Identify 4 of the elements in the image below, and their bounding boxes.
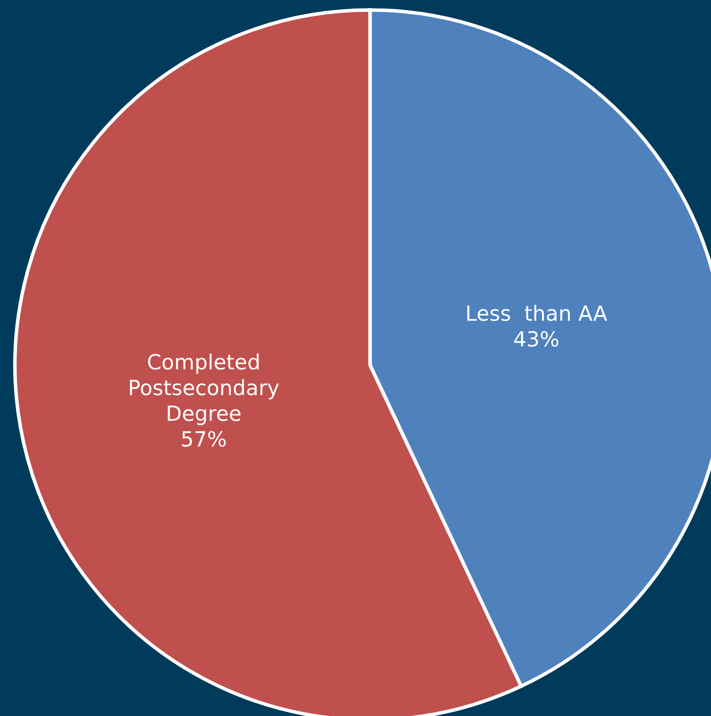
data-label: 57%	[182, 431, 226, 447]
data-label: 43%	[514, 330, 558, 347]
slice-label: Less than AA	[467, 304, 608, 322]
slice-label: Completed Postsecondary Degree	[130, 354, 279, 426]
